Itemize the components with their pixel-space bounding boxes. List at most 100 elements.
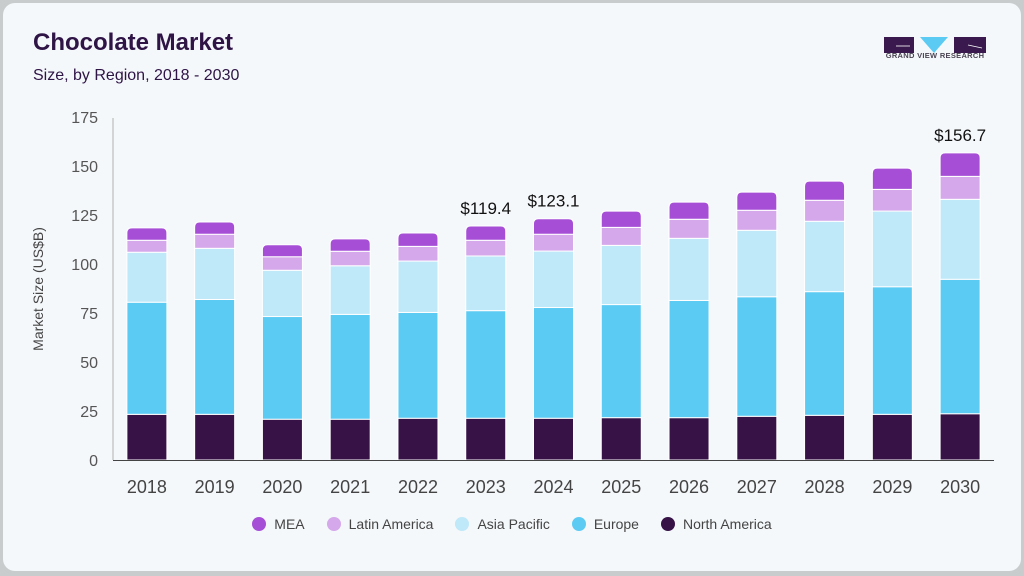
bar-stack-2028 — [804, 180, 846, 461]
bar-segment-europe — [804, 291, 846, 416]
bar-segment-north-america — [804, 414, 846, 461]
bar-segment-north-america — [871, 413, 913, 461]
x-tick-label: 2024 — [533, 477, 573, 497]
bar-segment-europe — [126, 301, 168, 415]
y-tick-label: 175 — [71, 110, 98, 127]
legend-label: Latin America — [348, 516, 434, 532]
bar-stack-2020 — [261, 244, 303, 461]
data-label: $123.1 — [528, 192, 580, 211]
legend-item-mea[interactable]: MEA — [252, 516, 305, 532]
bar-segment-mea — [600, 210, 642, 228]
bar-segment-north-america — [533, 417, 574, 461]
bar-stack-2026 — [668, 201, 710, 461]
bar-segment-mea — [397, 232, 439, 247]
bar-segment-latin-america — [126, 239, 168, 253]
bar-segment-north-america — [668, 417, 710, 461]
bar-segment-mea — [261, 244, 303, 258]
legend-dot-icon — [455, 517, 470, 531]
bar-segment-latin-america — [533, 233, 574, 252]
bar-stack-2030 — [939, 152, 981, 461]
bar-segment-latin-america — [194, 233, 236, 249]
bar-segment-mea — [668, 201, 710, 220]
x-tick-label: 2029 — [872, 477, 912, 497]
x-tick-label: 2022 — [398, 477, 438, 497]
y-tick-label: 100 — [71, 257, 98, 274]
chart-card: Chocolate Market Size, by Region, 2018 -… — [3, 3, 1021, 571]
bar-segment-asia-pacific — [736, 229, 778, 298]
legend-dot-icon — [326, 517, 341, 531]
legend-label: Asia Pacific — [477, 516, 550, 532]
bar-segment-mea — [533, 218, 574, 235]
bar-segment-asia-pacific — [871, 210, 913, 288]
bar-segment-latin-america — [261, 256, 303, 271]
bar-segment-north-america — [329, 418, 371, 461]
x-tick-label: 2021 — [330, 477, 370, 497]
bar-segment-latin-america — [397, 245, 439, 262]
bar-stack-2021 — [329, 238, 371, 461]
bar-segment-latin-america — [329, 250, 371, 267]
bar-segment-asia-pacific — [194, 247, 236, 300]
bar-segment-north-america — [600, 417, 642, 461]
bar-segment-europe — [533, 307, 574, 419]
legend-item-europe[interactable]: Europe — [571, 516, 639, 532]
bar-segment-north-america — [465, 417, 507, 461]
bar-segment-europe — [600, 304, 642, 419]
bar-segment-latin-america — [465, 239, 507, 257]
legend-dot-icon — [252, 517, 267, 531]
bar-segment-latin-america — [804, 199, 846, 222]
x-tick-label: 2027 — [737, 477, 777, 497]
bar-segment-mea — [871, 167, 913, 190]
x-tick-label: 2028 — [805, 477, 845, 497]
chart-subtitle: Size, by Region, 2018 - 2030 — [33, 67, 240, 84]
bar-segment-asia-pacific — [465, 255, 507, 312]
bar-stack-2024 — [533, 218, 574, 461]
bar-stack-2027 — [736, 191, 778, 461]
legend-item-north-america[interactable]: North America — [660, 516, 772, 532]
legend-dot-icon — [571, 517, 586, 531]
bar-stack-2019 — [194, 221, 236, 461]
bar-segment-europe — [736, 296, 778, 417]
bar-stack-2018 — [126, 227, 168, 461]
bar-segment-north-america — [397, 417, 439, 461]
bar-segment-mea — [804, 180, 846, 201]
y-tick-label: 150 — [71, 159, 98, 176]
bar-segment-mea — [465, 225, 507, 241]
legend-item-latin-america[interactable]: Latin America — [326, 516, 434, 532]
legend-item-asia-pacific[interactable]: Asia Pacific — [455, 516, 550, 532]
y-tick-label: 125 — [71, 208, 98, 225]
bar-segment-asia-pacific — [668, 237, 710, 301]
y-tick-label: 0 — [89, 453, 98, 470]
bar-segment-mea — [736, 191, 778, 211]
bar-segment-north-america — [126, 413, 168, 461]
data-label: $119.4 — [460, 199, 511, 218]
bar-segment-mea — [939, 152, 981, 177]
chart-legend: MEA Latin America Asia Pacific Europe North … — [0, 516, 1024, 532]
chart-title: Chocolate Market — [33, 29, 234, 56]
grand-view-research-logo-icon — [884, 37, 986, 53]
x-tick-label: 2020 — [262, 477, 302, 497]
bar-segment-asia-pacific — [533, 250, 574, 309]
legend-label: North America — [682, 516, 772, 532]
bar-segment-north-america — [194, 413, 236, 461]
bar-segment-europe — [329, 313, 371, 420]
bar-segment-mea — [329, 238, 371, 252]
bar-stack-2025 — [600, 210, 642, 461]
bar-segment-europe — [397, 311, 439, 419]
data-label: $156.7 — [934, 126, 986, 145]
bar-segment-asia-pacific — [261, 269, 303, 318]
x-tick-label: 2030 — [940, 477, 980, 497]
bar-segment-asia-pacific — [939, 198, 981, 280]
bar-stack-2023 — [465, 225, 507, 461]
logo-text: GRAND VIEW RESEARCH — [885, 51, 985, 60]
x-tick-label: 2025 — [601, 477, 641, 497]
bar-segment-latin-america — [600, 226, 642, 246]
bar-stack-2029 — [871, 167, 913, 461]
bar-segment-europe — [939, 278, 981, 415]
bar-segment-asia-pacific — [804, 220, 846, 293]
legend-dot-icon — [660, 517, 675, 531]
bar-segment-latin-america — [871, 188, 913, 212]
bar-segment-europe — [668, 299, 710, 419]
bar-segment-latin-america — [736, 209, 778, 231]
bar-segment-europe — [465, 310, 507, 419]
